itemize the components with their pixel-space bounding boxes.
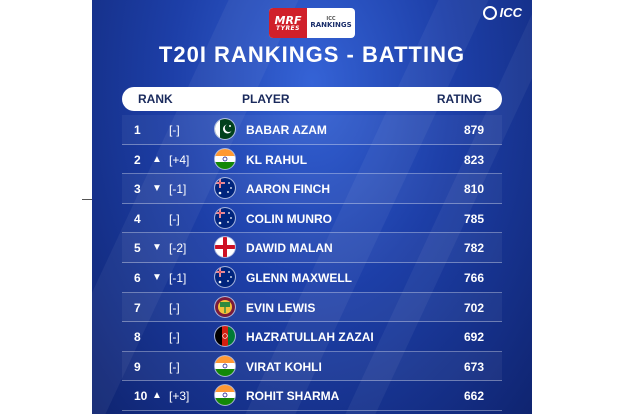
rankings-logo-text: RANKINGS — [310, 21, 352, 29]
player-rating: 766 — [463, 270, 484, 285]
table-row: 9 [-] VIRAT KOHLI 673 — [122, 351, 502, 382]
table-row: 6 ▼ [-1] GLENN MAXWELL 766 — [122, 263, 502, 293]
down-arrow-icon: ▼ — [152, 271, 162, 283]
india-flag-icon — [215, 355, 235, 376]
player-name: COLIN MUNRO — [246, 211, 332, 226]
mrf-logo: MRF TYRES — [269, 8, 307, 38]
table-row: 4 [-] COLIN MUNRO 785 — [122, 204, 502, 234]
rank-number: 10 — [134, 389, 148, 404]
table-row: 10 ▲ [+3] ROHIT SHARMA 662 — [122, 381, 502, 411]
icc-emblem-icon — [482, 5, 497, 20]
player-rating: 810 — [463, 182, 484, 197]
player-name: ROHIT SHARMA — [246, 389, 340, 404]
rank-number: 8 — [134, 330, 141, 345]
player-rating: 785 — [463, 211, 484, 226]
player-column-header: PLAYER — [242, 92, 290, 106]
table-row: 8 [-] HAZRATULLAH ZAZAI 692 — [122, 322, 502, 352]
player-name: KL RAHUL — [246, 152, 308, 167]
sponsor-logo: MRF TYRES ICC RANKINGS — [269, 8, 355, 38]
page-title: T20I RANKINGS - BATTING — [158, 42, 466, 67]
australia-flag-icon — [215, 178, 235, 199]
rankings-card: MRF TYRES ICC RANKINGS ICC T20I RANKINGS… — [92, 0, 532, 414]
afghanistan-flag-icon — [215, 326, 235, 347]
england-flag-icon — [215, 237, 235, 258]
player-rating: 692 — [463, 330, 484, 345]
table-header: RANK PLAYER RATING — [122, 87, 502, 111]
player-name: GLENN MAXWELL — [246, 270, 352, 285]
rank-number: 2 — [134, 152, 141, 167]
rank-movement: [-1] — [169, 270, 187, 285]
rank-movement: [-] — [169, 300, 180, 315]
mrf-logo-text: MRF — [274, 13, 302, 27]
rank-column-header: RANK — [138, 92, 173, 106]
divider-line — [82, 199, 94, 200]
rank-number: 7 — [134, 300, 141, 315]
rank-movement: [-] — [169, 330, 180, 345]
rank-movement: [-2] — [169, 241, 187, 256]
rank-movement: [+3] — [169, 389, 190, 404]
table-row: 1 [-] BABAR AZAM 879 — [122, 115, 502, 145]
rating-column-header: RATING — [436, 92, 482, 106]
rank-number: 6 — [134, 270, 141, 285]
player-name: BABAR AZAM — [246, 123, 327, 137]
player-name: AARON FINCH — [246, 182, 330, 197]
rank-movement: [-] — [169, 123, 180, 137]
mrf-logo-subtext: TYRES — [276, 24, 300, 32]
player-name: VIRAT KOHLI — [246, 359, 322, 374]
india-flag-icon — [215, 385, 235, 406]
up-arrow-icon: ▲ — [152, 153, 162, 165]
india-flag-icon — [215, 148, 235, 169]
player-name: DAWID MALAN — [246, 241, 333, 256]
rank-number: 3 — [134, 182, 141, 197]
up-arrow-icon: ▲ — [152, 390, 162, 402]
rank-movement: [-] — [169, 359, 180, 374]
australia-flag-icon — [215, 266, 235, 287]
australia-flag-icon — [215, 207, 235, 228]
player-rating: 782 — [463, 241, 484, 256]
rankings-logo-subtext: ICC — [326, 16, 336, 22]
rank-movement: [+4] — [169, 152, 190, 167]
down-arrow-icon: ▼ — [152, 183, 162, 195]
rankings-table: 1 [-] BABAR AZAM 879 2 ▲ [+4] KL RAHUL 823 3 ▼ [-1]… — [122, 115, 502, 411]
table-row: 3 ▼ [-1] AARON FINCH 810 — [122, 174, 502, 204]
table-row: 7 [-] EVIN LEWIS 702 — [122, 292, 502, 323]
player-rating: 823 — [463, 152, 484, 167]
rankings-logo: ICC RANKINGS — [307, 17, 355, 29]
pakistan-flag-icon — [215, 119, 235, 139]
icc-logo-text: ICC — [499, 5, 522, 20]
player-rating: 879 — [463, 123, 484, 137]
player-rating: 673 — [463, 359, 484, 374]
player-rating: 662 — [463, 389, 484, 404]
player-name: EVIN LEWIS — [246, 300, 316, 315]
rank-number: 5 — [134, 241, 141, 256]
table-row: 5 ▼ [-2] DAWID MALAN 782 — [122, 233, 502, 263]
icc-logo: ICC — [482, 5, 522, 20]
west-indies-flag-icon — [215, 296, 235, 317]
player-name: HAZRATULLAH ZAZAI — [246, 330, 374, 345]
rank-number: 9 — [134, 359, 141, 374]
rank-number: 1 — [134, 123, 141, 137]
rank-movement: [-1] — [169, 182, 187, 197]
rank-movement: [-] — [169, 211, 180, 226]
player-rating: 702 — [463, 300, 484, 315]
rank-number: 4 — [134, 211, 141, 226]
table-row: 2 ▲ [+4] KL RAHUL 823 — [122, 145, 502, 175]
down-arrow-icon: ▼ — [152, 242, 162, 254]
